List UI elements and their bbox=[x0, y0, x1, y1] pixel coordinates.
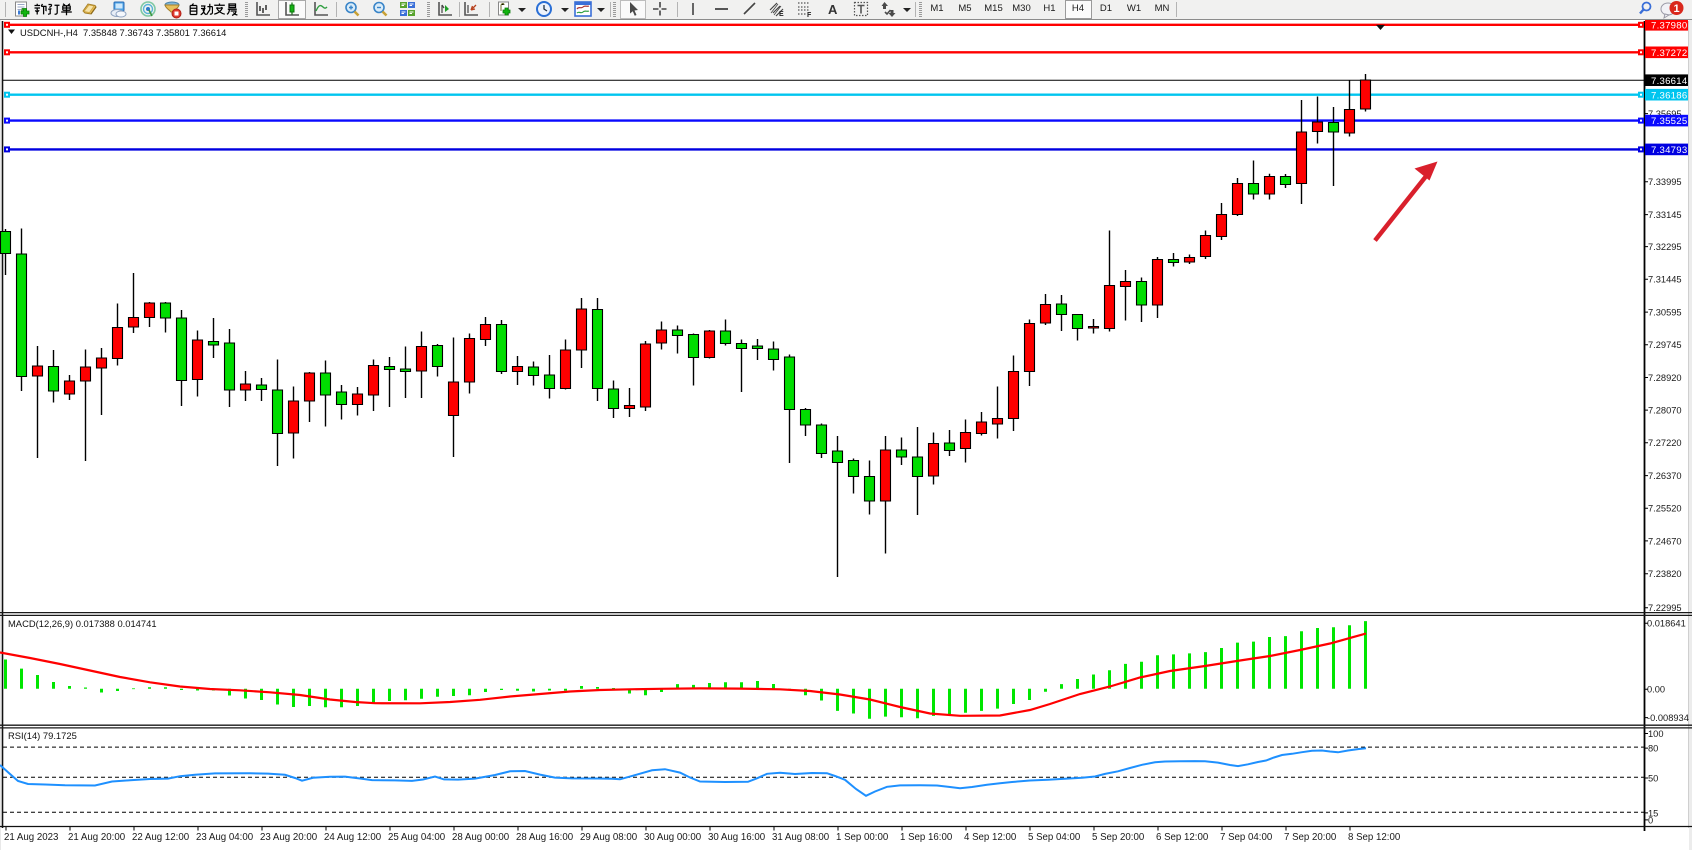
svg-text:5 Sep 04:00: 5 Sep 04:00 bbox=[1028, 832, 1081, 843]
svg-text:30 Aug 16:00: 30 Aug 16:00 bbox=[708, 832, 766, 843]
svg-text:7 Sep 04:00: 7 Sep 04:00 bbox=[1220, 832, 1273, 843]
svg-text:7.32295: 7.32295 bbox=[1648, 242, 1682, 252]
svg-text:1 Sep 00:00: 1 Sep 00:00 bbox=[836, 832, 889, 843]
svg-text:7.29745: 7.29745 bbox=[1648, 340, 1682, 350]
svg-text:21 Aug 2023: 21 Aug 2023 bbox=[4, 832, 58, 843]
svg-text:0.00: 0.00 bbox=[1647, 685, 1665, 695]
svg-text:28 Aug 16:00: 28 Aug 16:00 bbox=[516, 832, 574, 843]
svg-text:7.28920: 7.28920 bbox=[1648, 373, 1682, 383]
svg-text:0: 0 bbox=[1648, 815, 1653, 825]
svg-text:21 Aug 20:00: 21 Aug 20:00 bbox=[68, 832, 126, 843]
svg-text:7.27220: 7.27220 bbox=[1648, 438, 1682, 448]
svg-text:E: E bbox=[779, 11, 784, 18]
svg-text:7.33995: 7.33995 bbox=[1648, 177, 1682, 187]
svg-text:7.37980: 7.37980 bbox=[1651, 20, 1687, 31]
svg-text:50: 50 bbox=[1648, 773, 1658, 783]
svg-text:31 Aug 08:00: 31 Aug 08:00 bbox=[772, 832, 830, 843]
svg-text:7.24670: 7.24670 bbox=[1648, 536, 1682, 546]
svg-text:29 Aug 08:00: 29 Aug 08:00 bbox=[580, 832, 638, 843]
svg-text:7.23820: 7.23820 bbox=[1648, 569, 1682, 579]
svg-text:7.25520: 7.25520 bbox=[1648, 504, 1682, 514]
svg-text:7.33145: 7.33145 bbox=[1648, 210, 1682, 220]
svg-text:1 Sep 16:00: 1 Sep 16:00 bbox=[900, 832, 953, 843]
svg-text:-0.008934: -0.008934 bbox=[1647, 713, 1689, 723]
svg-text:23 Aug 04:00: 23 Aug 04:00 bbox=[196, 832, 254, 843]
svg-text:7.28070: 7.28070 bbox=[1648, 406, 1682, 416]
svg-text:7.22995: 7.22995 bbox=[1648, 603, 1682, 613]
svg-text:22 Aug 12:00: 22 Aug 12:00 bbox=[132, 832, 190, 843]
svg-text:30 Aug 00:00: 30 Aug 00:00 bbox=[644, 832, 702, 843]
svg-text:0.018641: 0.018641 bbox=[1647, 619, 1686, 629]
svg-text:23 Aug 20:00: 23 Aug 20:00 bbox=[260, 832, 318, 843]
svg-text:7 Sep 20:00: 7 Sep 20:00 bbox=[1284, 832, 1337, 843]
svg-text:1: 1 bbox=[1673, 3, 1679, 15]
svg-text:28 Aug 00:00: 28 Aug 00:00 bbox=[452, 832, 510, 843]
svg-text:80: 80 bbox=[1648, 744, 1658, 754]
svg-text:8 Sep 12:00: 8 Sep 12:00 bbox=[1348, 832, 1401, 843]
svg-text:24 Aug 12:00: 24 Aug 12:00 bbox=[324, 832, 382, 843]
svg-text:4 Sep 12:00: 4 Sep 12:00 bbox=[964, 832, 1017, 843]
svg-text:25 Aug 04:00: 25 Aug 04:00 bbox=[388, 832, 446, 843]
svg-text:7.26370: 7.26370 bbox=[1648, 471, 1682, 481]
svg-text:7.30595: 7.30595 bbox=[1648, 308, 1682, 318]
svg-text:RSI(14) 79.1725: RSI(14) 79.1725 bbox=[8, 730, 77, 741]
svg-text:7.37272: 7.37272 bbox=[1651, 48, 1687, 59]
svg-text:7.35525: 7.35525 bbox=[1651, 116, 1687, 127]
svg-text:100: 100 bbox=[1648, 729, 1664, 739]
svg-text:7.36614: 7.36614 bbox=[1651, 76, 1688, 87]
svg-text:5 Sep 20:00: 5 Sep 20:00 bbox=[1092, 832, 1145, 843]
svg-text:6 Sep 12:00: 6 Sep 12:00 bbox=[1156, 832, 1209, 843]
svg-text:7.36186: 7.36186 bbox=[1651, 90, 1687, 101]
svg-text:7.35695: 7.35695 bbox=[1648, 109, 1682, 119]
svg-text:USDCNH-,H4 7.35848 7.36743 7.: USDCNH-,H4 7.35848 7.36743 7.35801 7.366… bbox=[20, 27, 226, 38]
svg-text:7.34793: 7.34793 bbox=[1651, 145, 1687, 156]
svg-text:MACD(12,26,9) 0.017388 0.01474: MACD(12,26,9) 0.017388 0.014741 bbox=[8, 618, 157, 629]
svg-text:F: F bbox=[807, 12, 812, 19]
svg-text:7.31445: 7.31445 bbox=[1648, 275, 1682, 285]
svg-text:15: 15 bbox=[1648, 808, 1658, 818]
